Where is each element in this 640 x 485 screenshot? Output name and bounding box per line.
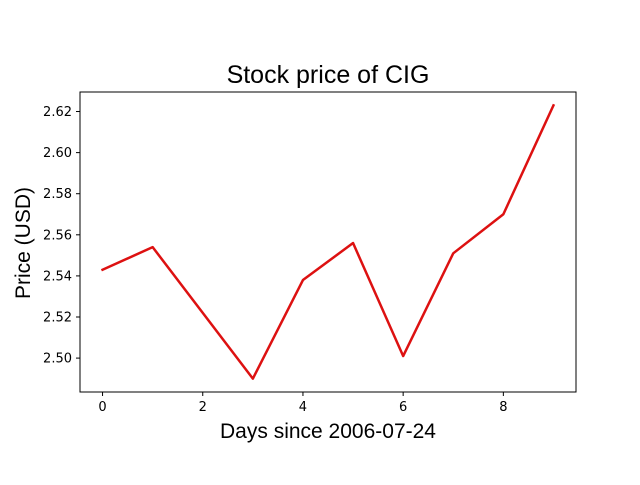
plot-frame (79, 91, 577, 393)
y-tick-label: 2.50 (43, 352, 72, 367)
y-tick-label: 2.58 (43, 187, 72, 202)
x-axis-label: Days since 2006-07-24 (220, 420, 436, 443)
chart-title: Stock price of CIG (227, 61, 430, 89)
y-tick-label: 2.60 (43, 146, 72, 161)
ticks-layer: 0 2 4 6 8 2.50 2.52 2.54 2.56 2.58 2.60 2.62 (43, 105, 507, 415)
series-layer (100, 103, 556, 380)
price-series-line (100, 103, 556, 380)
x-tick-label: 4 (299, 400, 307, 415)
y-tick-label: 2.52 (43, 311, 72, 326)
x-tick-label: 6 (399, 400, 407, 415)
x-tick-label: 2 (199, 400, 207, 415)
y-tick-label: 2.56 (43, 228, 72, 243)
y-axis-label: Price (USD) (12, 187, 35, 299)
x-tick-label: 0 (98, 400, 106, 415)
y-tick-label: 2.62 (43, 105, 72, 120)
y-tick-label: 2.54 (43, 269, 72, 284)
x-tick-label: 8 (499, 400, 507, 415)
